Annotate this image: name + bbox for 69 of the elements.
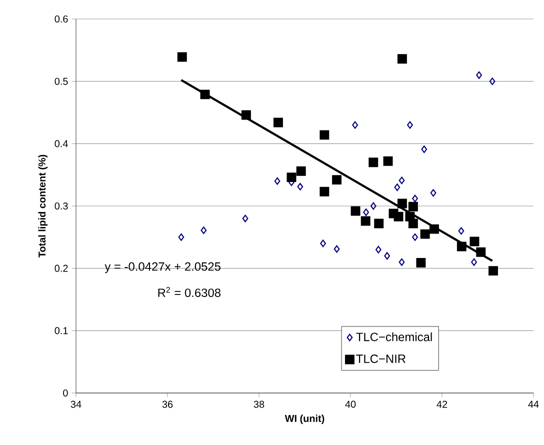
y-tick-label: 0.2	[54, 264, 68, 272]
point	[200, 226, 207, 234]
legend-label: TLC−chemical	[356, 332, 432, 342]
point	[241, 110, 251, 120]
x-tick-label: 34	[70, 400, 82, 408]
point	[456, 242, 466, 252]
point	[360, 216, 370, 226]
point	[412, 233, 418, 241]
point	[416, 258, 426, 268]
x-tick-label: 40	[345, 400, 356, 408]
point	[320, 240, 326, 248]
point	[332, 175, 342, 185]
x-tick-label: 36	[162, 400, 173, 408]
point	[397, 54, 407, 64]
point	[334, 245, 340, 253]
point	[408, 202, 418, 212]
x-tick-label: 44	[528, 400, 539, 408]
point	[407, 121, 413, 129]
point	[242, 214, 248, 222]
y-tick-label: 0.3	[54, 202, 68, 210]
point	[178, 233, 184, 241]
x-tick-label: 42	[436, 400, 448, 408]
point	[296, 166, 306, 176]
point	[429, 224, 439, 234]
point	[398, 258, 405, 266]
point	[200, 90, 210, 100]
y-tick-label: 0	[63, 389, 68, 397]
point	[384, 252, 390, 260]
point	[476, 247, 486, 257]
point	[363, 208, 369, 216]
point	[476, 71, 482, 79]
point	[273, 118, 283, 128]
x-axis-title: WI (unit)	[284, 414, 324, 424]
y-axis-title: Total lipid content (%)	[38, 154, 48, 258]
point	[394, 212, 404, 222]
x-tick-label: 38	[254, 400, 264, 408]
point	[488, 266, 498, 276]
point	[412, 194, 418, 202]
annotation: R$^{2}$ = 0.6308	[158, 287, 221, 298]
point	[394, 184, 400, 192]
point	[177, 52, 187, 62]
point	[421, 146, 428, 154]
point	[320, 130, 330, 140]
y-tick-label: 0.5	[54, 78, 68, 85]
y-tick-label: 0.4	[54, 140, 68, 148]
point	[398, 176, 405, 184]
point	[368, 158, 378, 168]
point	[470, 236, 480, 246]
y-tick-label: 0.1	[54, 327, 68, 334]
point	[350, 206, 360, 216]
point	[297, 182, 304, 190]
point	[430, 189, 436, 197]
point	[286, 172, 296, 182]
point	[374, 218, 384, 228]
y-tick-label: 0.6	[54, 15, 68, 23]
point	[489, 78, 496, 86]
point	[375, 246, 382, 254]
point	[420, 229, 430, 239]
annotation: y = -0.0427x + 2.0525	[104, 262, 220, 274]
legend-label: TLC−NIR	[356, 354, 406, 363]
point	[370, 202, 376, 210]
point	[274, 177, 280, 185]
point	[352, 121, 358, 129]
point	[320, 186, 330, 196]
point	[397, 198, 407, 208]
point	[383, 156, 393, 166]
point	[471, 258, 477, 266]
point	[408, 218, 418, 228]
point	[458, 227, 464, 235]
